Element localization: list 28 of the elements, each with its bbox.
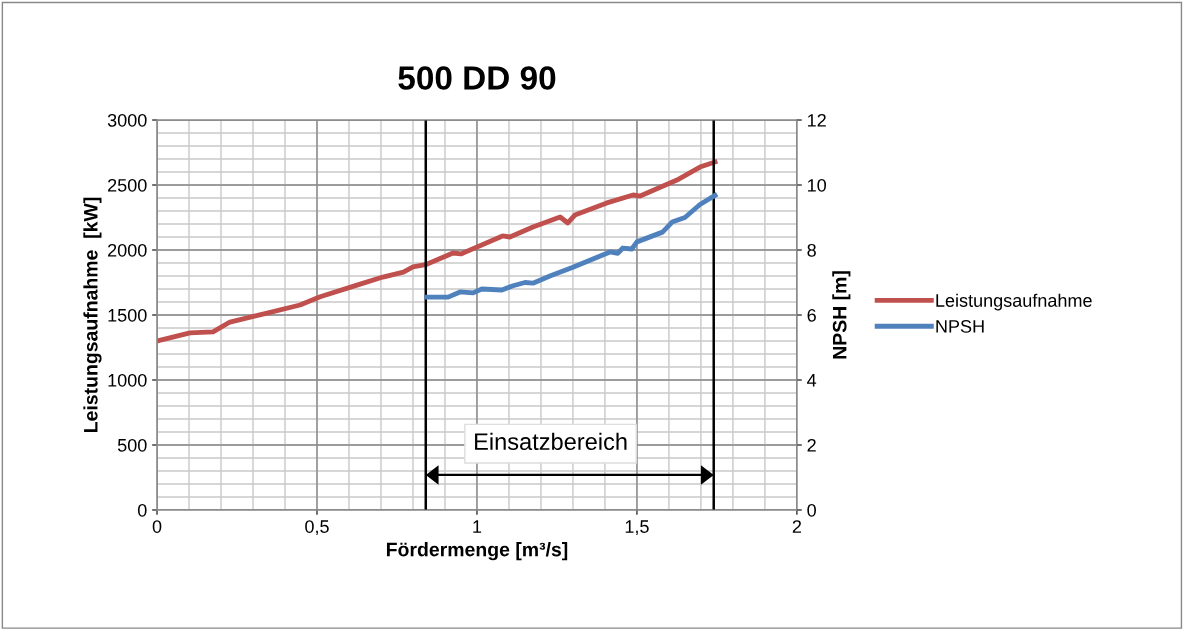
x-tick-label: 0 xyxy=(152,520,162,533)
x-axis-title: Fördermenge [m³/s] xyxy=(386,542,568,561)
x-tick-label: 2 xyxy=(792,520,802,533)
x-tick-label: 1 xyxy=(473,520,482,533)
y-tick-label: 3000 xyxy=(107,113,147,127)
y-tick-label: 2000 xyxy=(108,243,147,257)
y2-tick-label: 0 xyxy=(807,503,816,517)
y2-axis-title: NPSH [m] xyxy=(832,271,851,359)
legend-label: NPSH xyxy=(936,319,984,333)
legend-label: Leistungsaufnahme xyxy=(936,293,1092,311)
y2-tick-label: 12 xyxy=(808,113,826,127)
x-tick-label: 0,5 xyxy=(305,520,329,536)
y2-tick-label: 6 xyxy=(807,308,816,322)
y-tick-label: 1500 xyxy=(108,308,147,322)
y2-tick-label: 2 xyxy=(807,438,816,452)
y-tick-label: 1000 xyxy=(108,373,147,387)
y-tick-label: 500 xyxy=(117,438,147,452)
y-tick-label: 0 xyxy=(137,503,147,517)
y2-tick-label: 8 xyxy=(807,243,816,257)
x-tick-label: 1,5 xyxy=(625,520,649,536)
line-series xyxy=(157,159,718,344)
annotation: Einsatzbereich xyxy=(475,432,627,451)
y-tick-label: 2500 xyxy=(108,178,147,192)
line-series xyxy=(424,192,718,300)
y2-tick-label: 10 xyxy=(808,178,827,192)
y2-tick-label: 4 xyxy=(807,374,817,387)
chart-title: 500 DD 90 xyxy=(398,66,556,90)
y-axis-title: Leistungsaufnahme [kW] xyxy=(83,197,102,432)
